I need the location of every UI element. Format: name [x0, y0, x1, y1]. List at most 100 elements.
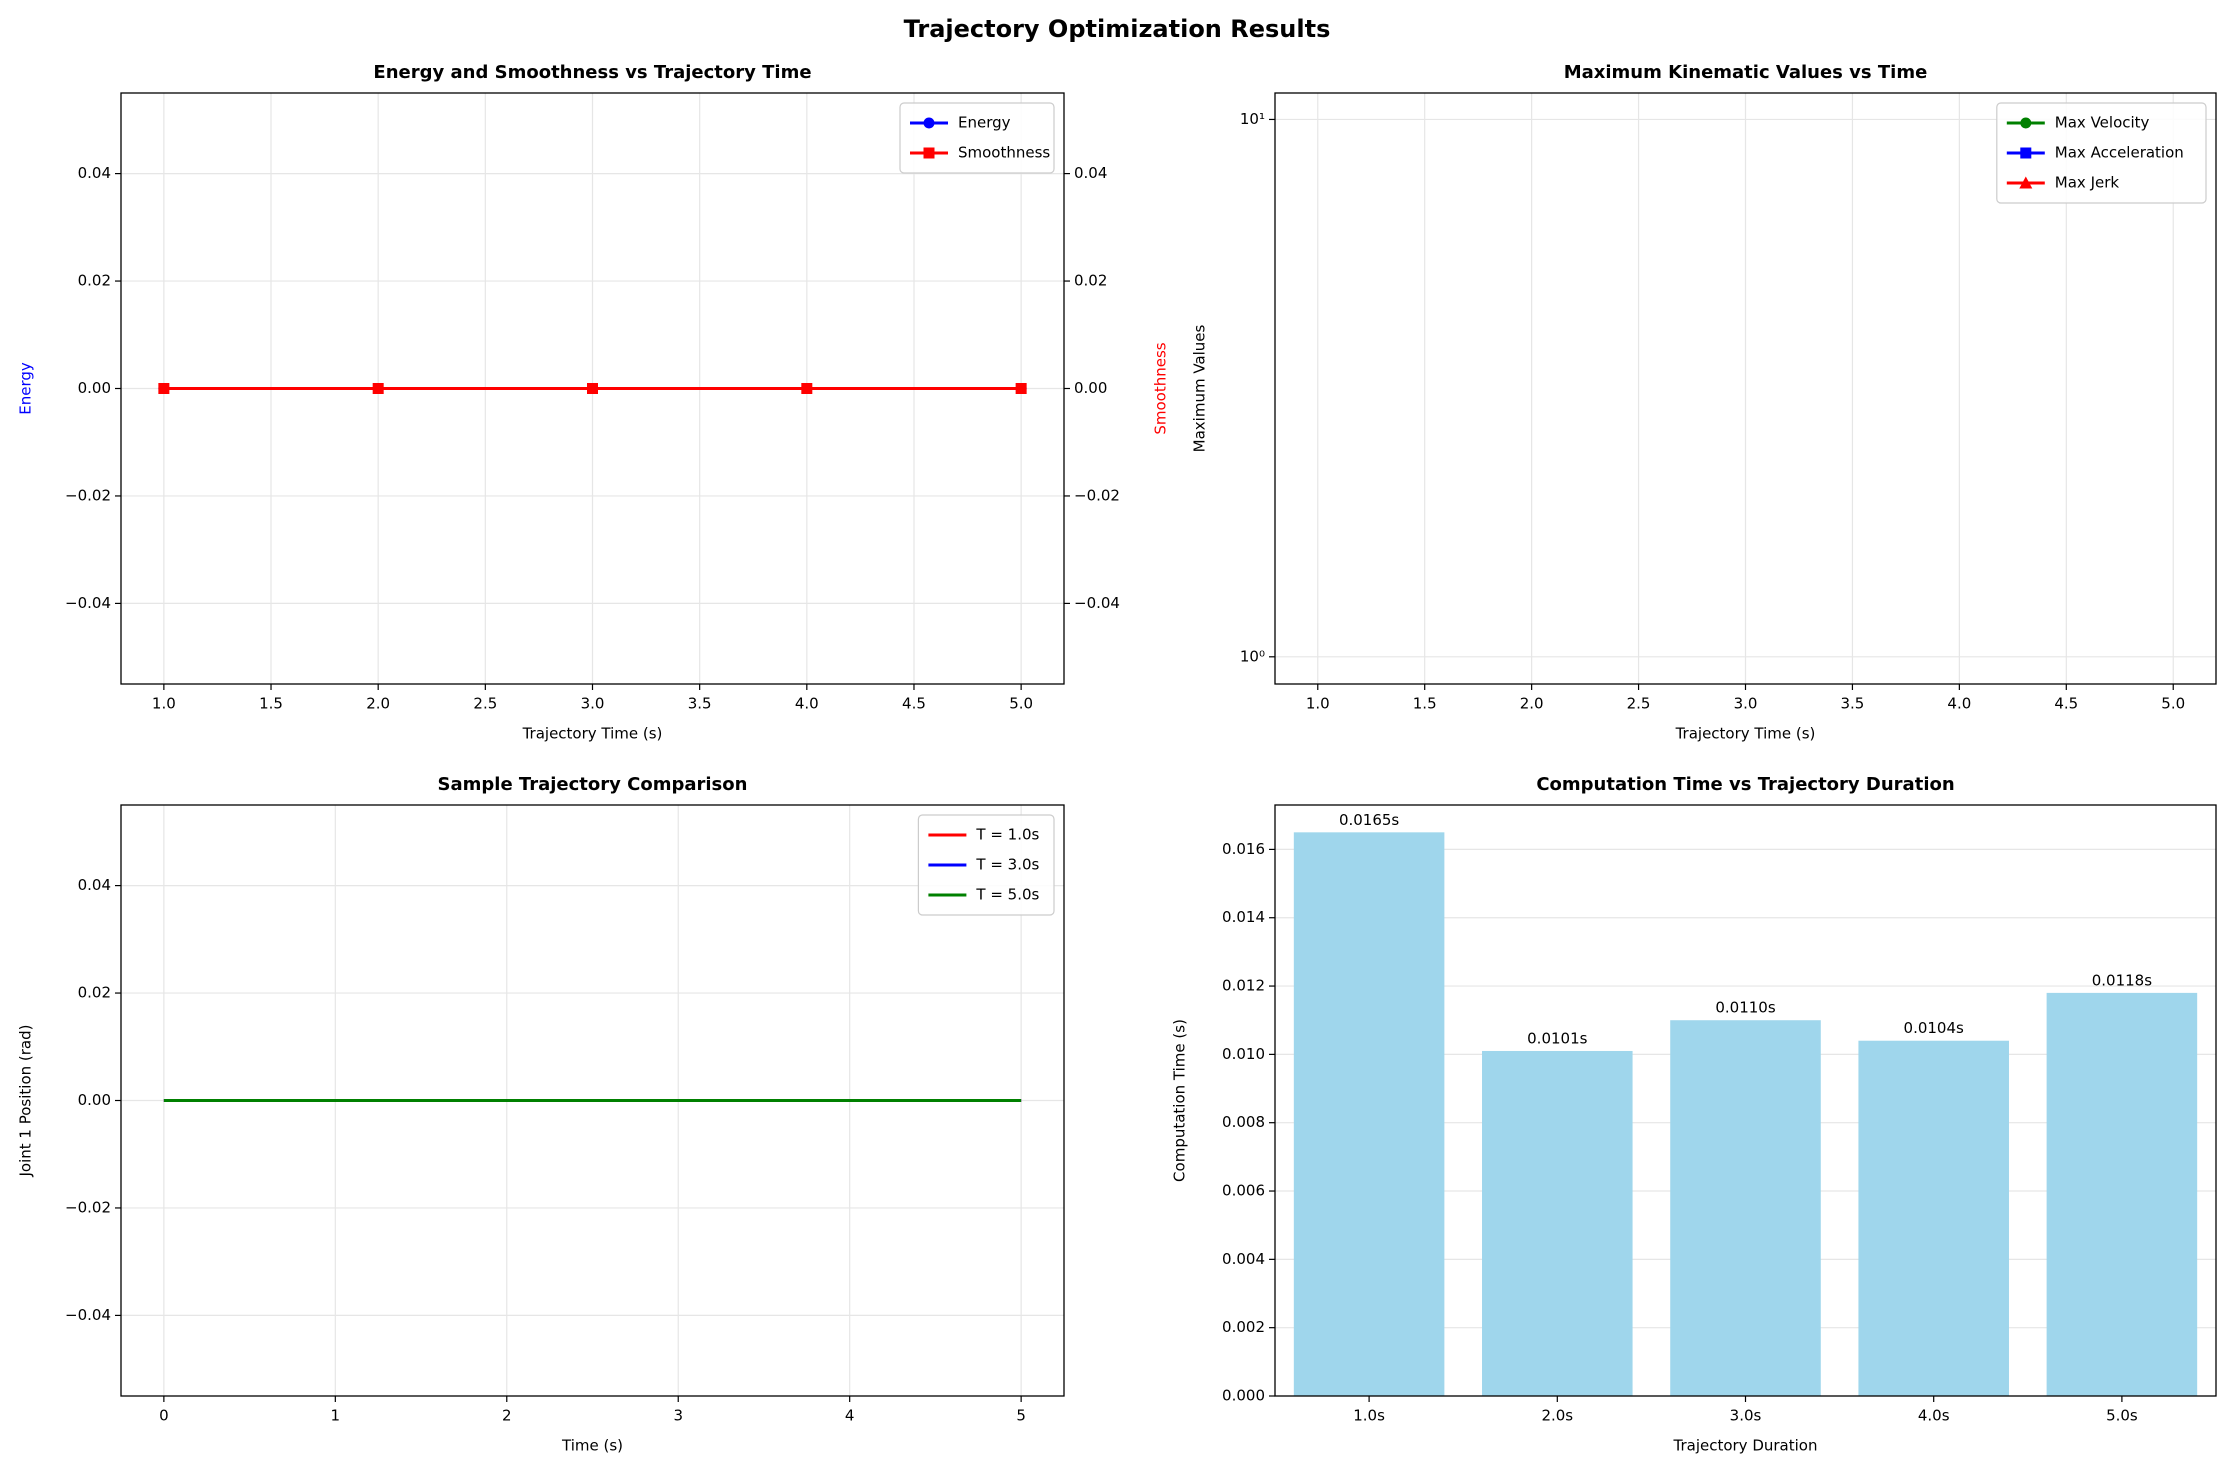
y-tick-label: 0.000	[1222, 1387, 1265, 1405]
y-tick-label: 0.008	[1222, 1113, 1265, 1131]
x-tick-label: 5.0s	[2106, 1407, 2138, 1425]
y-tick-label: 0.002	[1222, 1318, 1265, 1336]
x-tick-label: 4.5	[902, 695, 926, 713]
y2-tick-label: −0.04	[1074, 594, 1120, 612]
x-tick-label: 3	[673, 1407, 683, 1425]
y2-tick-label: −0.02	[1074, 486, 1120, 504]
legend-box	[899, 102, 1055, 174]
y-tick-label: 0.00	[78, 379, 111, 397]
marker	[2020, 147, 2032, 159]
marker	[587, 383, 598, 394]
marker	[923, 117, 935, 129]
x-tick-label: 3.5	[688, 695, 712, 713]
bar	[2046, 992, 2198, 1396]
legend-label: Smoothness	[958, 144, 1050, 162]
x-tick-label: 4	[845, 1407, 855, 1425]
x-axis-label: Time (s)	[561, 1437, 623, 1455]
x-tick-label: 1	[331, 1407, 341, 1425]
legend-label: T = 5.0s	[975, 886, 1039, 904]
y-tick-label: −0.02	[65, 1198, 111, 1216]
legend-label: Max Jerk	[2055, 174, 2120, 192]
bar	[1482, 1050, 1633, 1396]
y-axis-label: Maximum Values	[1191, 324, 1209, 452]
y2-axis-label: Smoothness	[1152, 342, 1170, 434]
y-tick-label: 0.02	[78, 272, 111, 290]
marker	[2019, 176, 2033, 189]
y-tick-label: 0.00	[78, 1091, 111, 1109]
y-axis-label: Energy	[17, 362, 35, 415]
y-tick-label: 0.006	[1222, 1182, 1265, 1200]
data-label: 0.0110s	[1715, 999, 1775, 1017]
data-label: 0.0104s	[1904, 1019, 1964, 1037]
x-tick-label: 1.0s	[1353, 1407, 1385, 1425]
x-tick-label: 3.0	[1734, 695, 1758, 713]
legend-box	[1996, 102, 2207, 204]
x-tick-label: 2.0s	[1541, 1407, 1573, 1425]
data-label: 0.0101s	[1527, 1029, 1587, 1047]
x-tick-label: 2.0	[1520, 695, 1544, 713]
legend-label: Energy	[958, 114, 1011, 132]
marker	[923, 147, 935, 159]
subplot-title: Sample Trajectory Comparison	[438, 774, 748, 795]
data-label: 0.0118s	[2092, 971, 2152, 989]
y-tick-label: −0.02	[65, 486, 111, 504]
y-tick-label: 0.004	[1222, 1250, 1265, 1268]
bar	[1293, 832, 1445, 1396]
x-tick-label: 4.0	[795, 695, 819, 713]
y2-tick-label: 0.04	[1074, 164, 1107, 182]
x-tick-label: 1.5	[259, 695, 283, 713]
x-tick-label: 3.0s	[1730, 1407, 1762, 1425]
x-tick-label: 2.0	[366, 695, 390, 713]
subplot-title: Energy and Smoothness vs Trajectory Time	[373, 62, 811, 83]
x-tick-label: 2.5	[473, 695, 497, 713]
y-tick-label: 10⁰	[1240, 647, 1265, 665]
y-tick-label: 0.02	[78, 984, 111, 1002]
marker	[158, 383, 170, 394]
x-tick-label: 4.0s	[1918, 1407, 1950, 1425]
x-axis-label: Trajectory Duration	[1673, 1437, 1818, 1455]
bar	[1670, 1020, 1821, 1396]
x-axis-label: Trajectory Time (s)	[522, 725, 663, 743]
x-tick-label: 4.0	[1947, 695, 1971, 713]
data-label: 0.0165s	[1339, 811, 1399, 829]
y-tick-label: 10¹	[1240, 110, 1265, 128]
legend-label: T = 1.0s	[975, 826, 1039, 844]
x-tick-label: 2	[502, 1407, 512, 1425]
y-tick-label: 0.04	[78, 876, 111, 894]
x-axis-label: Trajectory Time (s)	[1675, 725, 1816, 743]
subplot-title: Maximum Kinematic Values vs Time	[1564, 62, 1928, 83]
y-tick-label: −0.04	[65, 1306, 111, 1324]
bar	[1858, 1040, 2009, 1396]
marker	[801, 383, 813, 394]
x-tick-label: 5	[1016, 1407, 1026, 1425]
x-tick-label: 1.5	[1413, 695, 1437, 713]
legend-box	[917, 814, 1055, 916]
figure-title: Trajectory Optimization Results	[904, 15, 1331, 43]
subplot-title: Computation Time vs Trajectory Duration	[1536, 774, 1954, 795]
marker	[1015, 383, 1027, 394]
y2-tick-label: 0.02	[1074, 272, 1107, 290]
x-tick-label: 5.0	[1009, 695, 1033, 713]
y2-tick-label: 0.00	[1074, 379, 1107, 397]
x-tick-label: 4.5	[2054, 695, 2078, 713]
legend-label: T = 3.0s	[975, 856, 1039, 874]
x-tick-label: 1.0	[152, 695, 176, 713]
marker	[2020, 117, 2032, 129]
y-tick-label: 0.010	[1222, 1045, 1265, 1063]
y-tick-label: 0.014	[1222, 908, 1265, 926]
legend-label: Max Acceleration	[2055, 144, 2184, 162]
y-axis-label: Computation Time (s)	[1171, 1019, 1189, 1182]
x-tick-label: 1.0	[1306, 695, 1330, 713]
x-tick-label: 3.0	[581, 695, 605, 713]
y-tick-label: 0.016	[1222, 840, 1265, 858]
x-tick-label: 2.5	[1627, 695, 1651, 713]
y-tick-label: 0.012	[1222, 977, 1265, 995]
y-axis-label: Joint 1 Position (rad)	[17, 1025, 35, 1178]
y-tick-label: 0.04	[78, 164, 111, 182]
x-tick-label: 5.0	[2161, 695, 2185, 713]
x-tick-label: 3.5	[1841, 695, 1865, 713]
marker	[372, 383, 384, 394]
legend-label: Max Velocity	[2055, 114, 2150, 132]
